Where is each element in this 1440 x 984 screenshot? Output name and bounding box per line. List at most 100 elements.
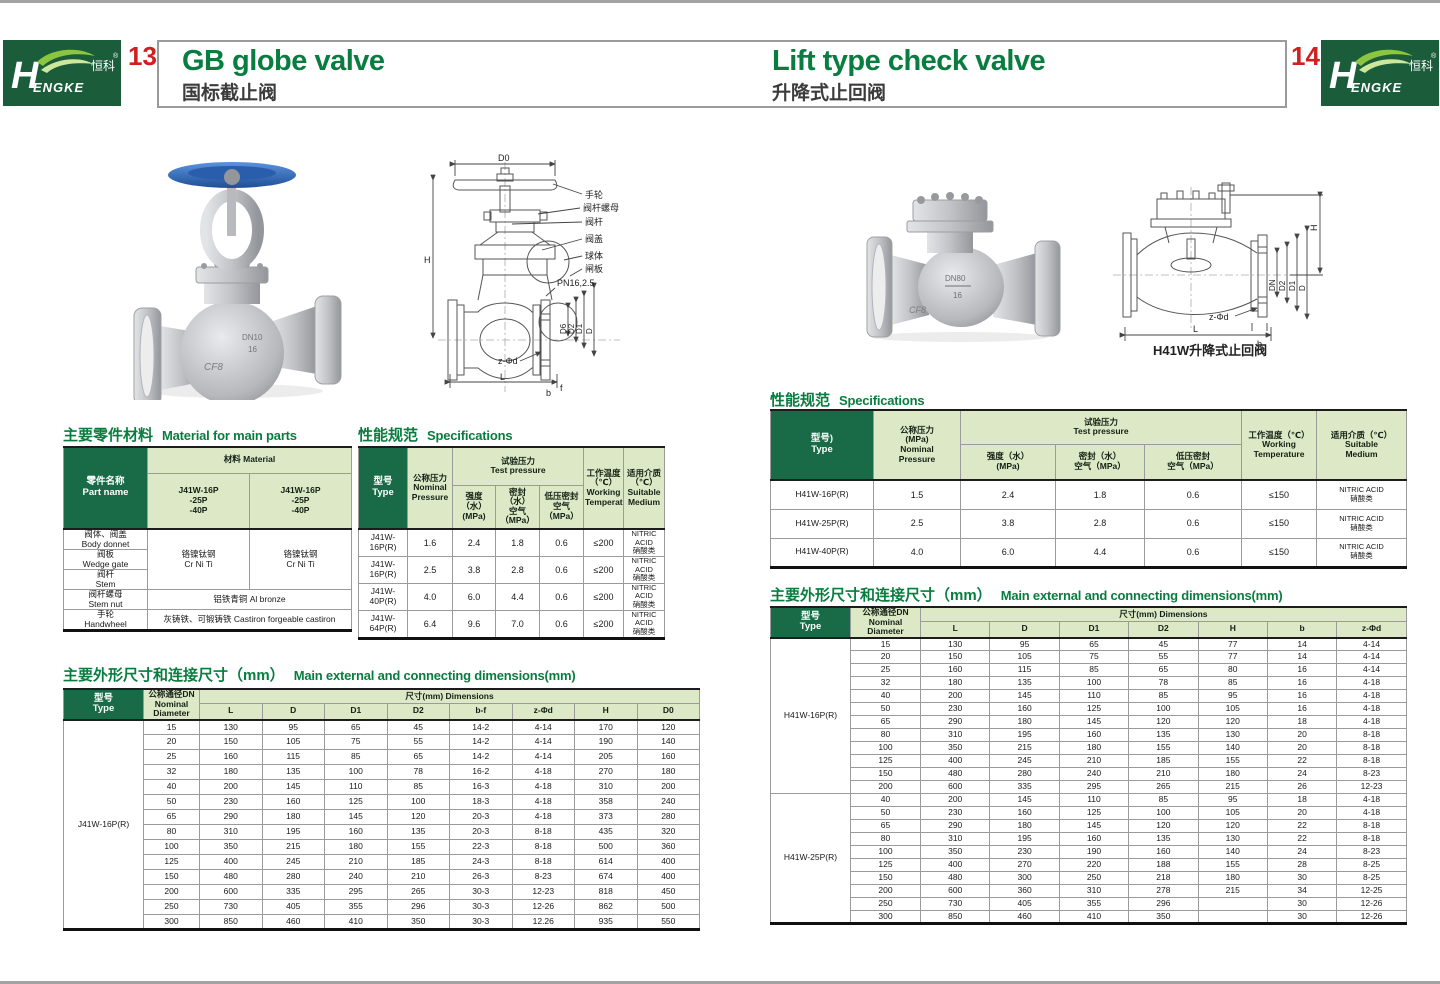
table-cell: 320 (636, 824, 701, 841)
table-cell: 65 (850, 715, 921, 730)
drawing-dim-label: D6 (559, 323, 568, 334)
material-header-part: 零件名称 Part name (63, 446, 148, 530)
table-cell: 40 (850, 689, 921, 704)
globe-valve-drawing: D0 H L b f z-Φd D6 D2 D1 D 手轮 阀杆螺母 阀杆 阀盖… (424, 153, 620, 398)
drawing-dim-label: L (500, 372, 505, 382)
drawing-dim-label: H (1309, 225, 1319, 232)
table-cell: 4-18 (1336, 676, 1407, 691)
table-cell: 220 (1058, 858, 1130, 873)
table-cell: 210 (324, 854, 388, 871)
dims-col: D (261, 702, 325, 721)
table-cell: 14-2 (449, 734, 513, 751)
table-cell: 150 (919, 650, 991, 665)
table-cell: 22 (1266, 832, 1338, 847)
table-cell: 16 (1266, 663, 1338, 678)
drawing-part-label: 球体 (585, 250, 603, 261)
table-cell: 105 (1197, 702, 1268, 717)
table-cell: 135 (261, 764, 325, 781)
table-cell: 862 (574, 899, 638, 916)
table-cell: 12-26 (511, 899, 575, 916)
table-cell: 4-18 (1336, 702, 1407, 717)
table-cell: 160 (636, 749, 701, 766)
table-cell: 78 (386, 764, 450, 781)
table-cell: 4-14 (511, 749, 575, 766)
page-title-right-en: Lift type check valve (772, 45, 1046, 77)
table-cell: 550 (636, 914, 701, 931)
dims-col: z-Φd (511, 702, 575, 721)
page-title-left: GB globe valve 国标截止阀 (182, 46, 385, 105)
table-cell: 135 (1128, 728, 1199, 743)
table-cell: 190 (1058, 845, 1130, 860)
drawing-dim-label: z-Φd (1209, 312, 1229, 322)
dims-header-type: 型号 Type (770, 606, 851, 639)
table-cell: 0.6 (539, 582, 584, 611)
table-cell: 180 (919, 676, 991, 691)
table-cell: 410 (1058, 910, 1130, 925)
table-cell: 125 (1058, 806, 1130, 821)
table-cell: 110 (1058, 793, 1130, 808)
table-cell: 100 (850, 845, 921, 860)
page-number-left: 13 (128, 41, 157, 71)
table-cell: 2.8 (1055, 508, 1145, 539)
table-cell: 55 (386, 734, 450, 751)
dims-type-cell: H41W-16P(R) (770, 637, 851, 795)
dims-header-type: 型号 Type (63, 688, 144, 721)
table-cell: 22 (1266, 754, 1338, 769)
table-cell: 200 (850, 780, 921, 795)
table-cell: 125 (143, 854, 200, 871)
spec-header-temp: 工作温度 （℃） Working Temperature (583, 446, 624, 530)
table-cell: 8-18 (511, 839, 575, 856)
table-cell: 阀板 Wedge gate (63, 549, 148, 571)
table-cell: 195 (261, 824, 325, 841)
table-row: 200 600 360 310 278 215 34 12-25 (771, 884, 1407, 899)
table-cell: 296 (1128, 897, 1199, 912)
table-cell: 245 (261, 854, 325, 871)
table-cell: 24 (1266, 767, 1338, 782)
table-row: 150 480 300 250 218 180 30 8-25 (771, 871, 1407, 886)
table-cell: 12.26 (511, 914, 575, 931)
table-cell: 20 (1266, 741, 1338, 756)
table-cell: 265 (386, 884, 450, 901)
table-cell: 0.6 (539, 609, 584, 639)
table-cell: 180 (1197, 871, 1268, 886)
table-cell: 30-3 (449, 884, 513, 901)
spec-header-medium: 适用介质 （℃） Suitable Medium (623, 446, 665, 530)
table-cell: ≤200 (583, 609, 624, 639)
table-cell: NITRIC ACID 硝酸类 (623, 555, 665, 584)
table-cell: 8-18 (1336, 832, 1407, 847)
table-row: 65 290 180 145 120 20-3 4-18 373 280 (64, 809, 701, 826)
table-cell: 230 (919, 702, 991, 717)
table-cell: 435 (574, 824, 638, 841)
table-row: J41W-16P(R) 15 130 95 65 45 14-2 4-14 170 120 (63, 719, 701, 931)
table-cell: 350 (199, 839, 263, 856)
table-cell: 14-2 (449, 719, 513, 736)
table-cell: 160 (199, 749, 263, 766)
table-cell: 115 (989, 663, 1060, 678)
table-cell: 12-26 (1336, 910, 1407, 925)
table-cell: 85 (1197, 676, 1268, 691)
table-cell: 2.5 (873, 508, 961, 539)
table-cell: 850 (919, 910, 991, 925)
table-cell: 145 (324, 809, 388, 826)
table-cell: ≤200 (583, 528, 624, 557)
drawing-caption: H41W升降式止回阀 (1153, 343, 1267, 358)
table-cell: 215 (261, 839, 325, 856)
table-cell: 16-2 (449, 764, 513, 781)
material-header-model: J41W-16P -25P -40P (147, 472, 250, 530)
drawing-dim-label: DN (1268, 279, 1277, 291)
table-row: H41W-25P(R) 40 200 145 110 85 95 18 4-18 (770, 793, 1407, 925)
table-cell: 26 (1266, 780, 1338, 795)
table-row: 250 730 405 355 296 30 12-26 (771, 897, 1407, 912)
drawing-part-label: 手轮 (585, 189, 603, 200)
material-section-title: 主要零件材料 Material for main parts (63, 424, 297, 445)
table-row: 50 230 160 125 100 18-3 4-18 358 240 (64, 794, 701, 811)
table-cell: 200 (143, 884, 200, 901)
table-cell: 20 (1266, 728, 1338, 743)
table-cell: 480 (919, 767, 991, 782)
table-cell: 1.5 (873, 479, 961, 510)
dims-col: H (1197, 620, 1268, 639)
table-cell: NITRIC ACID 硝酸类 (623, 528, 665, 557)
spec-table-left: 型号 Type 公称压力 Nominal Pressure 试验压力 Test … (358, 446, 665, 640)
dims-header-dn: 公称通径DN Nominal Diameter (850, 606, 921, 639)
table-cell: 125 (324, 794, 388, 811)
